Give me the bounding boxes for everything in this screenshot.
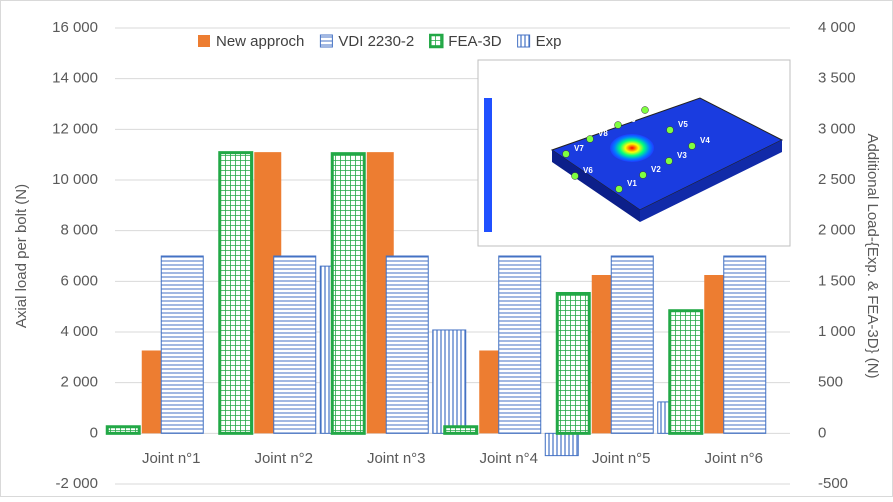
y2-tick-label: 4 000 (818, 19, 856, 36)
inset-label: V8 (598, 129, 608, 138)
x-tick-label: Joint n°2 (254, 450, 313, 467)
y2-tick-label: 0 (818, 424, 826, 441)
y-tick-label: 4 000 (60, 323, 98, 340)
bar (445, 427, 477, 434)
inset-bolt (616, 186, 623, 193)
y2-tick-label: 2 500 (818, 171, 856, 188)
inset-legend-bar (484, 98, 492, 232)
bar (161, 256, 203, 433)
y-tick-label: 10 000 (52, 171, 98, 188)
inset-bolt (666, 158, 673, 165)
x-tick-label: Joint n°4 (479, 450, 538, 467)
y2-tick-label: 2 000 (818, 222, 856, 239)
inset-label: V9 (626, 115, 636, 124)
legend-swatch (430, 35, 442, 47)
x-tick-label: Joint n°6 (704, 450, 763, 467)
bar (545, 433, 578, 455)
y-tick-label: 12 000 (52, 120, 98, 137)
bar (332, 154, 364, 434)
inset-bolt (563, 151, 570, 158)
y-axis-title: Axial load per bolt (N) (13, 184, 30, 328)
inset-label: V5 (678, 120, 688, 129)
y2-tick-label: 1 000 (818, 323, 856, 340)
x-tick-label: Joint n°5 (592, 450, 651, 467)
y2-axis-title: Additional Load-{Exp. & FEA-3D} (N) (864, 133, 881, 378)
bar (107, 427, 139, 434)
y2-tick-label: 500 (818, 374, 843, 391)
bar (386, 256, 428, 433)
legend-swatch (518, 35, 530, 47)
y-tick-label: 8 000 (60, 222, 98, 239)
inset-label: V1 (627, 179, 637, 188)
bar (557, 293, 589, 433)
y-tick-label: 2 000 (60, 374, 98, 391)
bar (274, 256, 316, 433)
y-tick-label: 16 000 (52, 19, 98, 36)
bar (670, 311, 702, 434)
inset-label: V7 (574, 144, 584, 153)
bar (220, 153, 252, 434)
y-tick-label: 0 (90, 424, 98, 441)
inset-hotspot (610, 134, 654, 162)
x-tick-label: Joint n°3 (367, 450, 426, 467)
legend-label: FEA-3D (448, 33, 502, 50)
legend-swatch (320, 35, 332, 47)
chart: Axial load per bolt (N) Additional Load-… (0, 0, 893, 497)
inset-bolt (640, 172, 647, 179)
inset-label: V2 (651, 165, 661, 174)
inset-label: V10 (653, 100, 668, 109)
y-tick-label: -2 000 (55, 475, 98, 492)
y-tick-label: 14 000 (52, 70, 98, 87)
inset-bolt (572, 173, 579, 180)
bar (611, 256, 653, 433)
bar (499, 256, 541, 433)
inset-bolt (667, 127, 674, 134)
legend-label: New approch (216, 33, 304, 50)
x-tick-label: Joint n°1 (142, 450, 201, 467)
legend-swatch (198, 35, 210, 47)
bar (724, 256, 766, 433)
inset-bolt (615, 122, 622, 129)
inset-bolt (689, 143, 696, 150)
y2-tick-label: 1 500 (818, 272, 856, 289)
inset-bolt (642, 107, 649, 114)
legend-label: Exp (536, 33, 562, 50)
inset-label: V4 (700, 136, 710, 145)
y2-tick-label: 3 000 (818, 120, 856, 137)
inset-bolt (587, 136, 594, 143)
bar (433, 330, 466, 433)
inset-label: V3 (677, 151, 687, 160)
y2-tick-label: 3 500 (818, 70, 856, 87)
inset-label: V6 (583, 166, 593, 175)
y-tick-label: 6 000 (60, 272, 98, 289)
y2-tick-label: -500 (818, 475, 848, 492)
legend-label: VDI 2230-2 (338, 33, 414, 50)
fea-inset: V1 V2 V3 V4 V5 V6 V7 V8 V9 V10 (478, 60, 790, 246)
